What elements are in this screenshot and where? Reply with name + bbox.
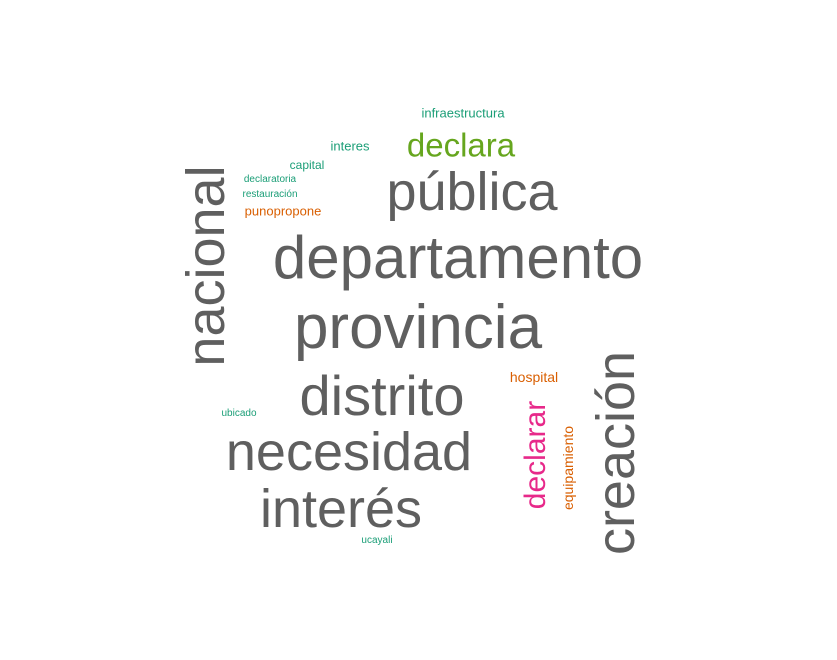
word-hospital: hospital: [509, 369, 559, 385]
word-equipamiento: equipamiento: [560, 425, 576, 511]
word-restauracion: restauración: [242, 189, 298, 200]
word-declaratoria: declaratoria: [243, 174, 297, 185]
word-departamento: departamento: [272, 224, 644, 291]
word-provincia: provincia: [293, 293, 543, 362]
word-interes-small: interes: [330, 138, 370, 154]
word-creacion: creación: [586, 350, 646, 556]
word-interes-large: interés: [259, 479, 423, 539]
word-capital: capital: [289, 158, 325, 172]
word-distrito: distrito: [299, 364, 465, 427]
word-nacional: nacional: [176, 165, 236, 367]
word-ubicado: ubicado: [221, 408, 257, 419]
word-necesidad: necesidad: [225, 422, 473, 482]
word-publica: pública: [386, 162, 558, 222]
word-declarar: declarar: [519, 400, 552, 510]
word-ucayali: ucayali: [361, 535, 393, 546]
word-declara: declara: [406, 126, 516, 164]
word-infraestructura: infraestructura: [421, 105, 505, 121]
word-punopropone: punopropone: [244, 203, 322, 219]
